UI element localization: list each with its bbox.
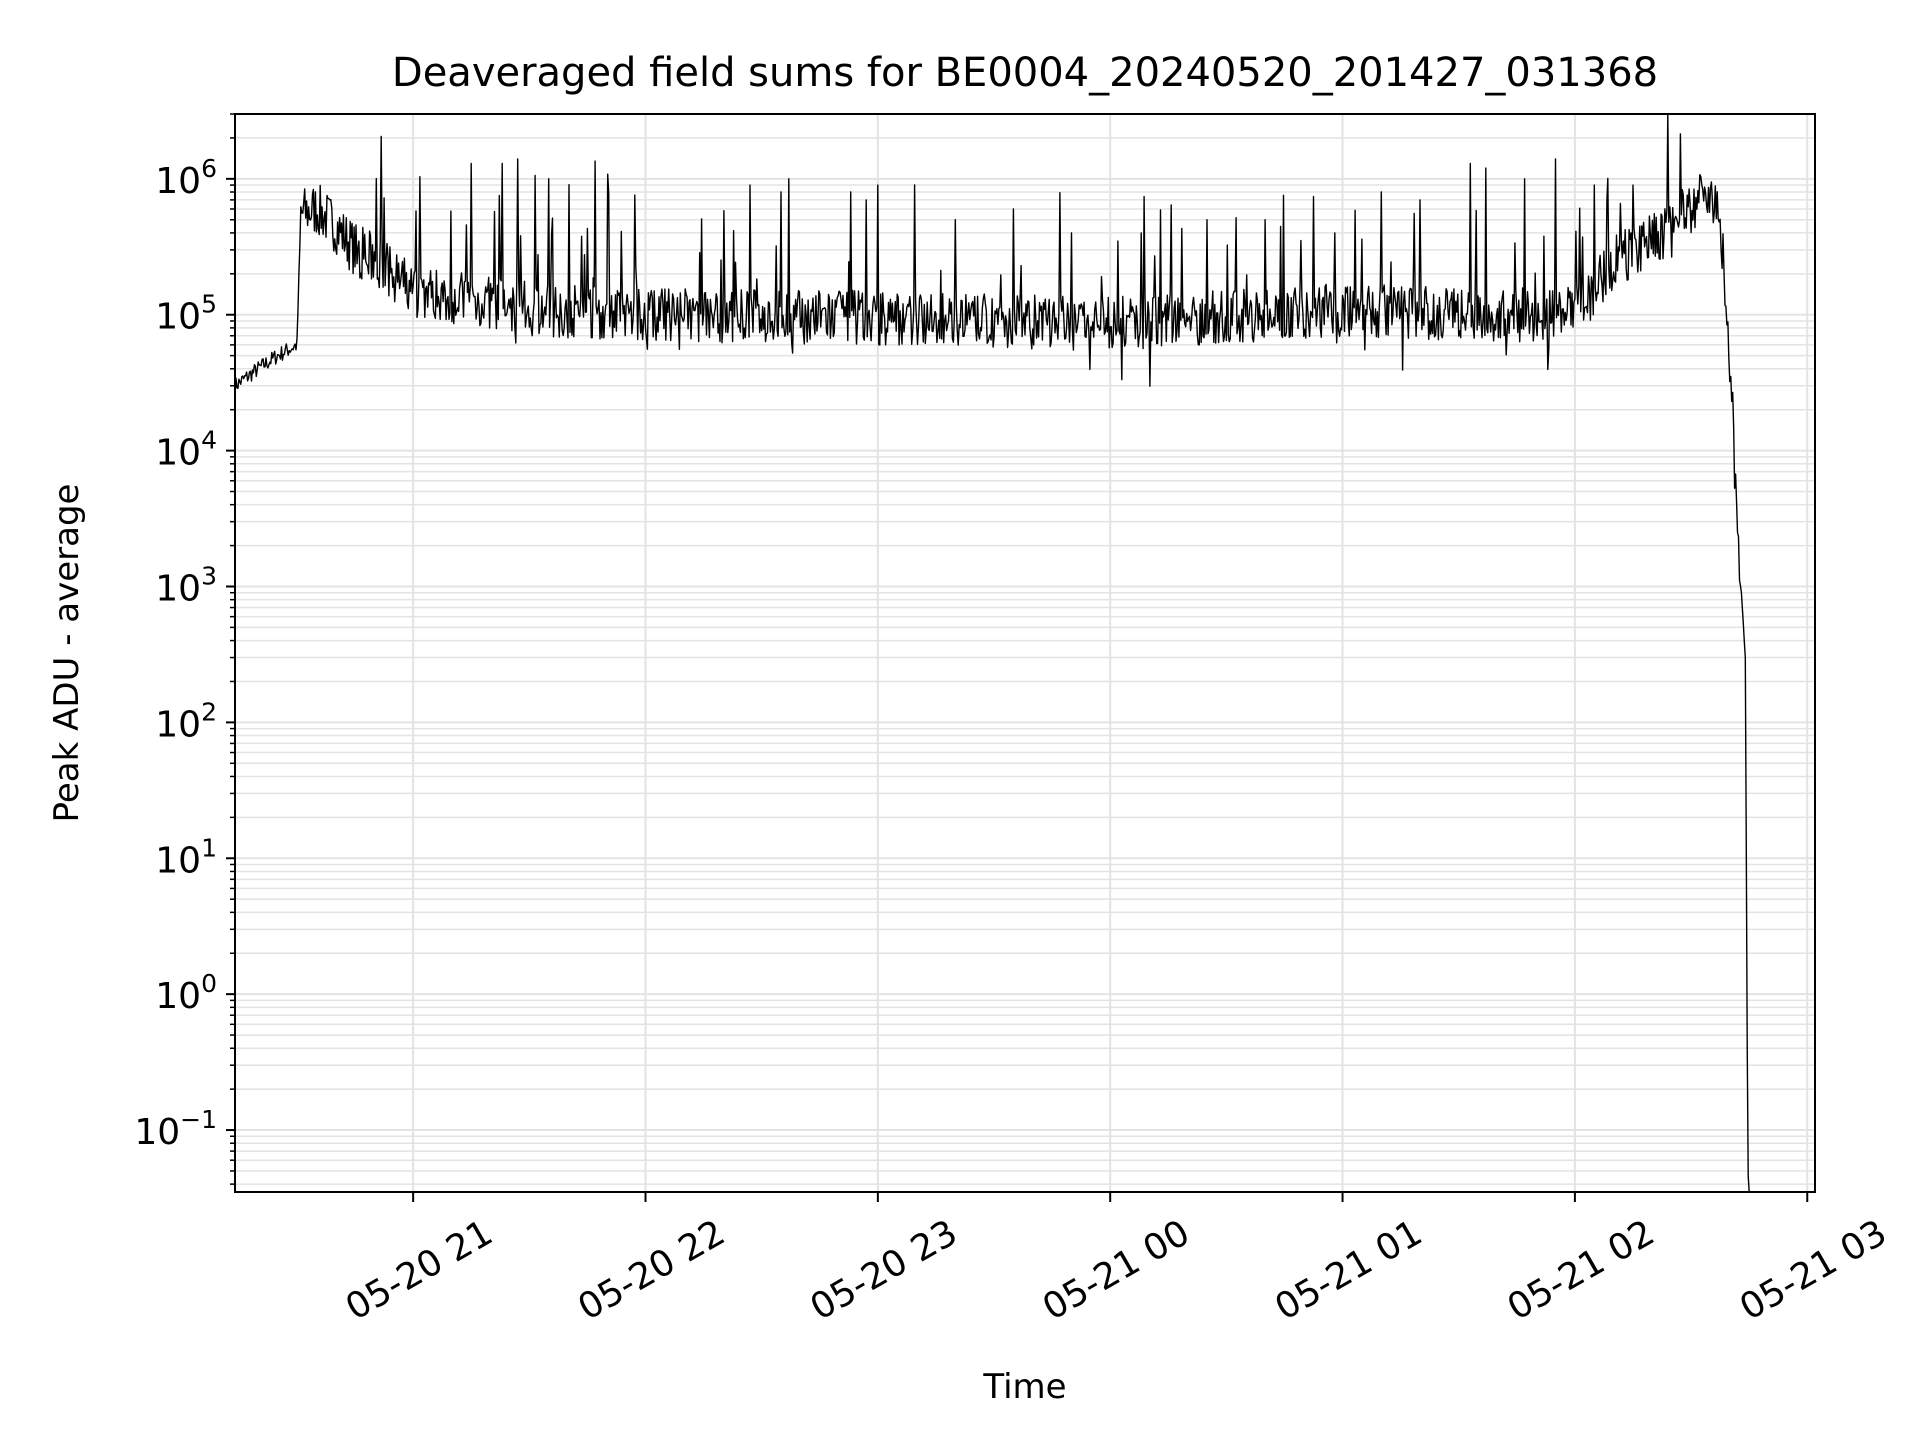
y-tick-exponent: 0 <box>201 969 217 998</box>
y-tick-exponent: 1 <box>201 833 217 862</box>
y-tick-exponent: 2 <box>201 697 217 726</box>
y-tick-exponent: −1 <box>180 1105 217 1134</box>
y-tick-base: 10 <box>155 840 201 881</box>
y-tick-label: 10−1 <box>134 1105 217 1153</box>
y-tick-label: 104 <box>155 426 217 474</box>
y-tick-exponent: 6 <box>201 154 217 183</box>
series-layer <box>234 113 1750 1193</box>
y-tick-base: 10 <box>155 976 201 1017</box>
x-axis-label: Time <box>982 1367 1066 1407</box>
plot-frame <box>234 113 1816 1193</box>
y-tick-exponent: 4 <box>201 426 217 455</box>
y-tick-label: 105 <box>155 290 217 338</box>
y-tick-label: 100 <box>155 969 217 1017</box>
y-tick-label: 106 <box>155 154 217 202</box>
y-tick-base: 10 <box>155 433 201 474</box>
y-tick-label: 101 <box>155 833 217 881</box>
y-tick-base: 10 <box>134 1112 180 1153</box>
y-tick-base: 10 <box>155 568 201 609</box>
y-tick-base: 10 <box>155 297 201 338</box>
chart-title: Deaveraged field sums for BE0004_2024052… <box>392 50 1658 96</box>
y-axis-label: Peak ADU - average <box>47 484 87 823</box>
y-tick-label: 103 <box>155 561 217 609</box>
y-tick-label: 102 <box>155 697 217 745</box>
series-line <box>234 113 1750 1193</box>
y-tick-base: 10 <box>155 161 201 202</box>
y-tick-base: 10 <box>155 704 201 745</box>
y-tick-exponent: 3 <box>201 561 217 590</box>
y-tick-exponent: 5 <box>201 290 217 319</box>
